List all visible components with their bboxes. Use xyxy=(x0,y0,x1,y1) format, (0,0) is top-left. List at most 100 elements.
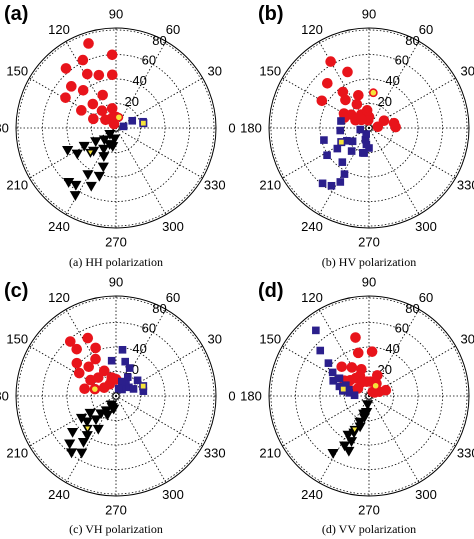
triangle-point xyxy=(101,410,114,421)
angle-tick-label: 330 xyxy=(204,446,226,461)
circle-point xyxy=(108,118,120,130)
circle-point xyxy=(366,346,378,357)
triangle-point xyxy=(362,400,374,411)
angle-tick-label: 180 xyxy=(0,389,9,404)
angle-tick-label: 90 xyxy=(362,275,376,290)
circle-point xyxy=(372,370,383,381)
square-point xyxy=(348,137,357,146)
highlight-triangle-point xyxy=(349,425,360,435)
triangle-point xyxy=(71,149,83,160)
grid-spoke xyxy=(115,395,167,483)
square-point xyxy=(118,377,126,386)
radius-tick-label: 80 xyxy=(405,301,419,316)
square-point xyxy=(338,158,347,166)
highlight-triangle-point xyxy=(82,424,93,434)
angle-tick-label: 300 xyxy=(162,487,184,502)
angle-tick-label: 210 xyxy=(259,446,281,461)
grid-spoke xyxy=(115,41,167,129)
circle-point xyxy=(100,114,111,126)
square-point xyxy=(107,356,116,365)
angle-tick-label: 180 xyxy=(0,121,9,136)
circle-point xyxy=(97,89,108,101)
angle-tick-label: 300 xyxy=(415,487,437,502)
circle-point xyxy=(336,361,348,373)
triangle-point xyxy=(69,191,81,201)
circle-point xyxy=(60,63,72,74)
square-point xyxy=(340,170,349,178)
circle-point xyxy=(60,92,71,103)
highlight-circle-point xyxy=(90,384,100,394)
triangle-point xyxy=(66,427,79,438)
radius-tick-label: 40 xyxy=(385,341,399,356)
triangle-point xyxy=(98,152,110,162)
grid-spoke xyxy=(115,309,167,397)
triangle-point xyxy=(354,417,366,428)
square-point xyxy=(123,373,132,381)
triangle-point xyxy=(361,408,373,418)
circle-point xyxy=(351,98,363,110)
angle-tick-label: 60 xyxy=(166,22,180,37)
triangle-point xyxy=(75,413,88,424)
triangle-point xyxy=(70,180,82,191)
grid-spoke xyxy=(29,77,117,129)
triangle-point xyxy=(339,441,351,452)
grid-spoke xyxy=(318,41,370,129)
angle-tick-label: 300 xyxy=(162,219,184,234)
circle-point xyxy=(342,66,353,78)
square-point xyxy=(361,135,370,144)
circle-point xyxy=(322,78,333,89)
radius-tick-label: 40 xyxy=(132,73,146,88)
angle-tick-label: 120 xyxy=(301,22,323,37)
circle-point xyxy=(316,95,328,107)
highlight-circle-point xyxy=(371,381,381,391)
grid-spoke xyxy=(318,309,370,397)
angle-tick-label: 30 xyxy=(460,332,474,347)
triangle-point xyxy=(327,448,339,459)
angle-tick-label: 60 xyxy=(419,290,433,305)
square-point xyxy=(121,357,130,366)
grid-spoke xyxy=(282,345,370,397)
square-point xyxy=(347,147,356,155)
angle-tick-label: 330 xyxy=(204,178,226,193)
origin-dot xyxy=(114,394,118,398)
data-points xyxy=(316,56,401,190)
outer-ring xyxy=(15,27,217,229)
angle-tick-label: 270 xyxy=(105,235,127,250)
angle-tick-label: 90 xyxy=(362,7,376,22)
angle-tick-label: 60 xyxy=(166,290,180,305)
circle-point xyxy=(340,94,351,106)
grid-spoke xyxy=(368,395,420,483)
radius-tick-label: 60 xyxy=(395,321,409,336)
triangle-point xyxy=(65,448,78,459)
angle-tick-label: 240 xyxy=(48,219,70,234)
square-point xyxy=(118,345,127,354)
triangle-point xyxy=(354,422,366,433)
panel-caption: (c) VH polarization xyxy=(69,522,163,536)
angle-tick-label: 30 xyxy=(207,332,221,347)
angle-tick-label: 120 xyxy=(48,290,70,305)
triangle-point xyxy=(84,408,96,419)
grid-spoke xyxy=(29,345,117,397)
circle-point xyxy=(378,115,390,126)
square-point xyxy=(362,130,370,138)
grid-spoke xyxy=(368,127,420,215)
grid-spoke xyxy=(115,345,203,397)
highlight-circle-point xyxy=(368,88,378,98)
angle-tick-label: 90 xyxy=(109,275,123,290)
circle-point xyxy=(96,105,108,117)
square-point xyxy=(316,346,325,355)
panel-vh: 030609012015018021024027030033020406080(… xyxy=(0,275,236,537)
circle-point xyxy=(356,114,367,126)
radius-tick-label: 20 xyxy=(125,94,139,109)
square-point xyxy=(129,385,138,393)
circle-point xyxy=(346,362,358,373)
triangle-point xyxy=(64,439,76,450)
radius-tick-label: 60 xyxy=(395,53,409,68)
triangle-point xyxy=(109,134,121,145)
angle-tick-label: 60 xyxy=(419,22,433,37)
grid-spoke xyxy=(318,395,370,483)
circle-point xyxy=(83,38,94,49)
square-point xyxy=(318,179,327,188)
angle-tick-label: 150 xyxy=(6,332,28,347)
grid-spoke xyxy=(115,127,203,179)
